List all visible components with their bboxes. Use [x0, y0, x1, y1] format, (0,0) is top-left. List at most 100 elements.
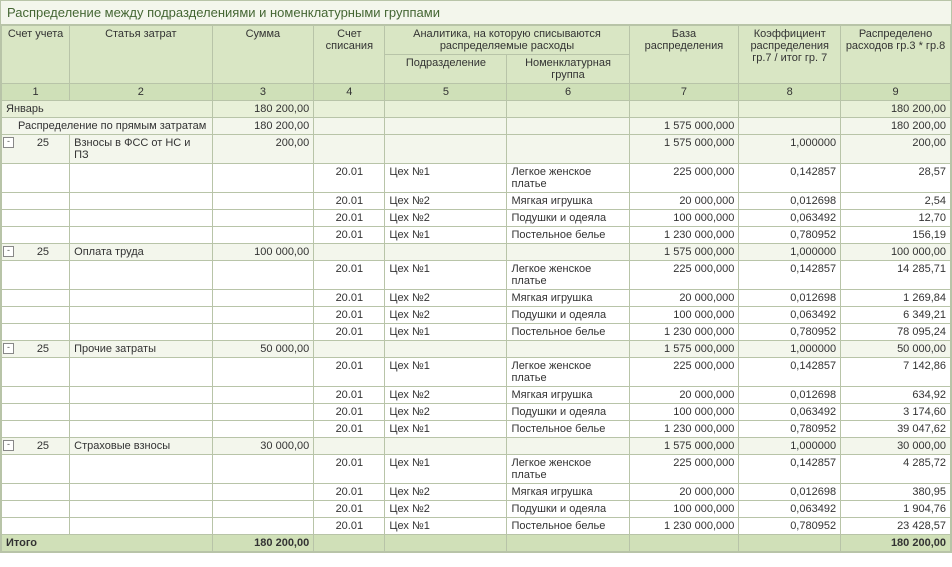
section-row[interactable]: Распределение по прямым затратам180 200,…	[2, 118, 951, 135]
group-row[interactable]: -25Взносы в ФСС от НС и ПЗ200,001 575 00…	[2, 135, 951, 164]
group-row[interactable]: -25Оплата труда100 000,001 575 000,0001,…	[2, 244, 951, 261]
writeoff-account: 20.01	[314, 261, 385, 290]
subdivision: Цех №1	[385, 261, 507, 290]
header-dist: Распределено расходов гр.3 * гр.8	[841, 26, 951, 84]
subdivision: Цех №1	[385, 518, 507, 535]
nomenclature-group: Подушки и одеяла	[507, 501, 629, 518]
nomenclature-group: Легкое женское платье	[507, 164, 629, 193]
detail-row[interactable]: 20.01Цех №2Мягкая игрушка20 000,0000,012…	[2, 290, 951, 307]
subdivision: Цех №2	[385, 501, 507, 518]
subdivision: Цех №2	[385, 484, 507, 501]
subdivision: Цех №1	[385, 358, 507, 387]
writeoff-account: 20.01	[314, 307, 385, 324]
group-account: 25	[17, 341, 70, 358]
detail-row[interactable]: 20.01Цех №2Подушки и одеяла100 000,0000,…	[2, 307, 951, 324]
report-title: Распределение между подразделениями и но…	[1, 1, 951, 25]
colnum-2: 2	[70, 84, 212, 101]
colnum-6: 6	[507, 84, 629, 101]
writeoff-account: 20.01	[314, 484, 385, 501]
writeoff-account: 20.01	[314, 290, 385, 307]
group-account: 25	[17, 438, 70, 455]
subdivision: Цех №2	[385, 387, 507, 404]
group-row[interactable]: -25Прочие затраты50 000,001 575 000,0001…	[2, 341, 951, 358]
colnum-3: 3	[212, 84, 314, 101]
collapse-icon[interactable]: -	[3, 440, 14, 451]
writeoff-account: 20.01	[314, 387, 385, 404]
report-table: Счет учета Статья затрат Сумма Счет спис…	[1, 25, 951, 552]
writeoff-account: 20.01	[314, 404, 385, 421]
colnum-8: 8	[739, 84, 841, 101]
header-base: База распределения	[629, 26, 739, 84]
group-cost-item: Страховые взносы	[70, 438, 212, 455]
detail-row[interactable]: 20.01Цех №1Постельное белье1 230 000,000…	[2, 421, 951, 438]
collapse-icon[interactable]: -	[3, 137, 14, 148]
collapse-icon[interactable]: -	[3, 343, 14, 354]
header-nomenclature: Номенклатурная группа	[507, 55, 629, 84]
writeoff-account: 20.01	[314, 421, 385, 438]
nomenclature-group: Постельное белье	[507, 518, 629, 535]
detail-row[interactable]: 20.01Цех №1Легкое женское платье225 000,…	[2, 455, 951, 484]
detail-row[interactable]: 20.01Цех №2Мягкая игрушка20 000,0000,012…	[2, 387, 951, 404]
subdivision: Цех №2	[385, 193, 507, 210]
group-row[interactable]: -25Страховые взносы30 000,001 575 000,00…	[2, 438, 951, 455]
nomenclature-group: Мягкая игрушка	[507, 193, 629, 210]
nomenclature-group: Подушки и одеяла	[507, 210, 629, 227]
subdivision: Цех №1	[385, 164, 507, 193]
colnum-1: 1	[2, 84, 70, 101]
header-subdivision: Подразделение	[385, 55, 507, 84]
writeoff-account: 20.01	[314, 501, 385, 518]
group-cost-item: Оплата труда	[70, 244, 212, 261]
subdivision: Цех №2	[385, 404, 507, 421]
month-row[interactable]: Январь180 200,00180 200,00	[2, 101, 951, 118]
nomenclature-group: Мягкая игрушка	[507, 290, 629, 307]
subdivision: Цех №2	[385, 210, 507, 227]
header-analytics: Аналитика, на которую списываются распре…	[385, 26, 629, 55]
total-row: Итого180 200,00180 200,00	[2, 535, 951, 552]
detail-row[interactable]: 20.01Цех №1Легкое женское платье225 000,…	[2, 358, 951, 387]
detail-row[interactable]: 20.01Цех №2Подушки и одеяла100 000,0000,…	[2, 501, 951, 518]
section-label: Распределение по прямым затратам	[2, 118, 213, 135]
nomenclature-group: Легкое женское платье	[507, 358, 629, 387]
writeoff-account: 20.01	[314, 455, 385, 484]
detail-row[interactable]: 20.01Цех №1Постельное белье1 230 000,000…	[2, 227, 951, 244]
header-coef: Коэффициент распределения гр.7 / итог гр…	[739, 26, 841, 84]
writeoff-account: 20.01	[314, 164, 385, 193]
colnum-7: 7	[629, 84, 739, 101]
subdivision: Цех №1	[385, 455, 507, 484]
group-cost-item: Взносы в ФСС от НС и ПЗ	[70, 135, 212, 164]
header-cost-item: Статья затрат	[70, 26, 212, 84]
month-label: Январь	[2, 101, 213, 118]
group-account: 25	[17, 135, 70, 164]
writeoff-account: 20.01	[314, 193, 385, 210]
group-account: 25	[17, 244, 70, 261]
header-sum: Сумма	[212, 26, 314, 84]
colnum-4: 4	[314, 84, 385, 101]
writeoff-account: 20.01	[314, 227, 385, 244]
header-account: Счет учета	[2, 26, 70, 84]
nomenclature-group: Подушки и одеяла	[507, 307, 629, 324]
detail-row[interactable]: 20.01Цех №1Постельное белье1 230 000,000…	[2, 324, 951, 341]
nomenclature-group: Постельное белье	[507, 421, 629, 438]
subdivision: Цех №2	[385, 290, 507, 307]
nomenclature-group: Подушки и одеяла	[507, 404, 629, 421]
detail-row[interactable]: 20.01Цех №1Легкое женское платье225 000,…	[2, 164, 951, 193]
subdivision: Цех №1	[385, 324, 507, 341]
collapse-icon[interactable]: -	[3, 246, 14, 257]
detail-row[interactable]: 20.01Цех №1Легкое женское платье225 000,…	[2, 261, 951, 290]
writeoff-account: 20.01	[314, 518, 385, 535]
detail-row[interactable]: 20.01Цех №1Постельное белье1 230 000,000…	[2, 518, 951, 535]
detail-row[interactable]: 20.01Цех №2Подушки и одеяла100 000,0000,…	[2, 404, 951, 421]
table-body: Январь180 200,00180 200,00Распределение …	[2, 101, 951, 552]
detail-row[interactable]: 20.01Цех №2Подушки и одеяла100 000,0000,…	[2, 210, 951, 227]
colnum-5: 5	[385, 84, 507, 101]
detail-row[interactable]: 20.01Цех №2Мягкая игрушка20 000,0000,012…	[2, 484, 951, 501]
writeoff-account: 20.01	[314, 324, 385, 341]
report-panel: Распределение между подразделениями и но…	[0, 0, 952, 553]
subdivision: Цех №1	[385, 421, 507, 438]
nomenclature-group: Постельное белье	[507, 227, 629, 244]
nomenclature-group: Легкое женское платье	[507, 455, 629, 484]
writeoff-account: 20.01	[314, 210, 385, 227]
header-writeoff: Счет списания	[314, 26, 385, 84]
detail-row[interactable]: 20.01Цех №2Мягкая игрушка20 000,0000,012…	[2, 193, 951, 210]
group-cost-item: Прочие затраты	[70, 341, 212, 358]
